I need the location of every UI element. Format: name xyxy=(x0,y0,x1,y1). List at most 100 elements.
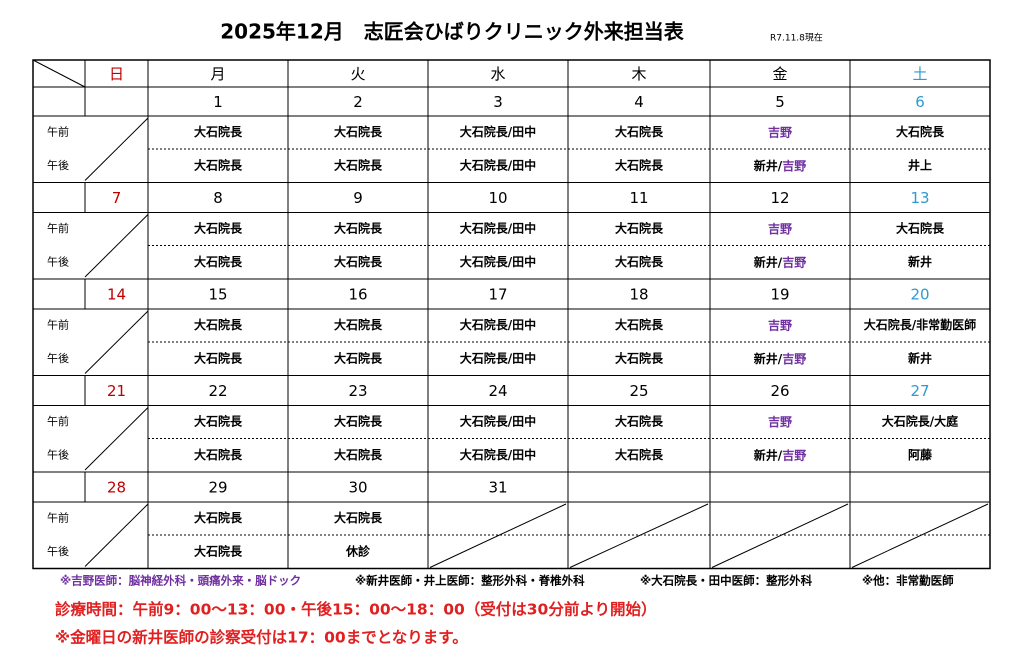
assignment: 大石院長/非常勤医師 xyxy=(864,317,976,332)
assignment: 大石院長/田中 xyxy=(460,221,536,236)
assignment: 大石院長 xyxy=(334,124,383,139)
assignment: 大石院長 xyxy=(334,317,383,332)
date: 9 xyxy=(353,189,363,207)
assignment: 新井 xyxy=(908,254,932,269)
assignment: 新井/吉野 xyxy=(754,447,806,462)
table-border xyxy=(32,59,991,570)
assignment: 吉野 xyxy=(768,221,792,236)
rule xyxy=(84,407,149,471)
date: 10 xyxy=(488,189,507,207)
date: 18 xyxy=(629,286,648,304)
assignment: 新井/吉野 xyxy=(754,157,806,172)
weekday: 月 xyxy=(210,65,225,83)
assignment: 大石院長 xyxy=(615,254,664,269)
as-of: R7.11.8現在 xyxy=(770,32,823,44)
assignment: 大石院長 xyxy=(896,124,945,139)
assignment: 大石院長 xyxy=(194,350,243,365)
note: ※吉野医師：脳神経外科・頭痛外来・脳ドック xyxy=(60,574,301,588)
date: 1 xyxy=(213,93,223,111)
date: 28 xyxy=(107,479,126,497)
assignment: 大石院長 xyxy=(615,414,664,429)
assignment: 大石院長 xyxy=(194,447,243,462)
shift-label: 午前 xyxy=(47,125,69,139)
assignment: 大石院長/田中 xyxy=(460,254,536,269)
assignment: 大石院長 xyxy=(615,447,664,462)
friday-note: ※金曜日の新井医師の診察受付は17：00までとなります。 xyxy=(55,628,468,647)
assignment: 大石院長 xyxy=(334,414,383,429)
note: ※大石院長・田中医師：整形外科 xyxy=(640,574,813,588)
assignment: 大石院長 xyxy=(334,350,383,365)
assignment-part: 新井/ xyxy=(754,157,783,172)
shift-label: 午後 xyxy=(47,254,69,268)
assignment: 大石院長 xyxy=(334,157,383,172)
date: 16 xyxy=(348,286,367,304)
assignment: 大石院長 xyxy=(334,510,383,525)
date: 13 xyxy=(910,189,929,207)
assignment: 大石院長 xyxy=(334,254,383,269)
rule xyxy=(84,503,149,567)
title: 2025年12月 志匠会ひばりクリニック外来担当表 xyxy=(220,20,684,44)
assignment: 大石院長 xyxy=(334,447,383,462)
date: 31 xyxy=(488,479,507,497)
assignment-part: 新井/ xyxy=(754,350,783,365)
assignment: 大石院長 xyxy=(896,221,945,236)
weekday: 火 xyxy=(350,65,365,83)
assignment-part: 吉野 xyxy=(768,221,792,236)
assignment: 新井/吉野 xyxy=(754,350,806,365)
date: 23 xyxy=(348,382,367,400)
assignment: 大石院長 xyxy=(194,317,243,332)
date: 19 xyxy=(770,286,789,304)
date: 20 xyxy=(910,286,929,304)
assignment: 大石院長 xyxy=(615,317,664,332)
assignment: 大石院長 xyxy=(194,414,243,429)
rule xyxy=(84,117,149,181)
assignment: 新井 xyxy=(908,350,932,365)
date: 22 xyxy=(208,382,227,400)
assignment: 休診 xyxy=(345,543,371,558)
date: 7 xyxy=(112,189,122,207)
assignment-part: 吉野 xyxy=(768,124,792,139)
rule xyxy=(711,503,849,568)
shift-label: 午前 xyxy=(47,318,69,332)
date: 6 xyxy=(915,93,925,111)
rule xyxy=(429,503,567,568)
assignment: 大石院長 xyxy=(194,510,243,525)
assignment-part: 吉野 xyxy=(782,350,806,365)
date: 5 xyxy=(775,93,785,111)
rule xyxy=(84,214,149,278)
weekday: 金 xyxy=(772,65,787,83)
assignment-part: 新井/ xyxy=(754,254,783,269)
assignment: 阿藤 xyxy=(908,447,933,462)
rule xyxy=(851,503,989,568)
assignment: 大石院長/田中 xyxy=(460,157,536,172)
assignment: 大石院長 xyxy=(194,254,243,269)
assignment: 大石院長 xyxy=(194,221,243,236)
shift-label: 午後 xyxy=(47,544,69,558)
shift-label: 午前 xyxy=(47,221,69,235)
assignment: 吉野 xyxy=(768,317,792,332)
assignment: 大石院長/田中 xyxy=(460,414,536,429)
weekday: 日 xyxy=(109,65,124,83)
assignment: 大石院長 xyxy=(615,157,664,172)
assignment: 大石院長 xyxy=(194,543,243,558)
date: 3 xyxy=(493,93,503,111)
assignment: 大石院長 xyxy=(194,157,243,172)
date: 11 xyxy=(629,189,648,207)
assignment: 大石院長/田中 xyxy=(460,350,536,365)
assignment-part: 吉野 xyxy=(782,254,806,269)
date: 21 xyxy=(107,382,126,400)
assignment-part: 新井/ xyxy=(754,447,783,462)
date: 12 xyxy=(770,189,789,207)
date: 25 xyxy=(629,382,648,400)
shift-label: 午前 xyxy=(47,511,69,525)
assignment: 大石院長 xyxy=(194,124,243,139)
date: 8 xyxy=(213,189,223,207)
assignment: 吉野 xyxy=(768,124,792,139)
assignment: 大石院長 xyxy=(615,124,664,139)
assignment: 新井/吉野 xyxy=(754,254,806,269)
shift-label: 午後 xyxy=(47,158,69,172)
date: 26 xyxy=(770,382,789,400)
assignment: 大石院長/田中 xyxy=(460,124,536,139)
assignment: 大石院長/田中 xyxy=(460,447,536,462)
